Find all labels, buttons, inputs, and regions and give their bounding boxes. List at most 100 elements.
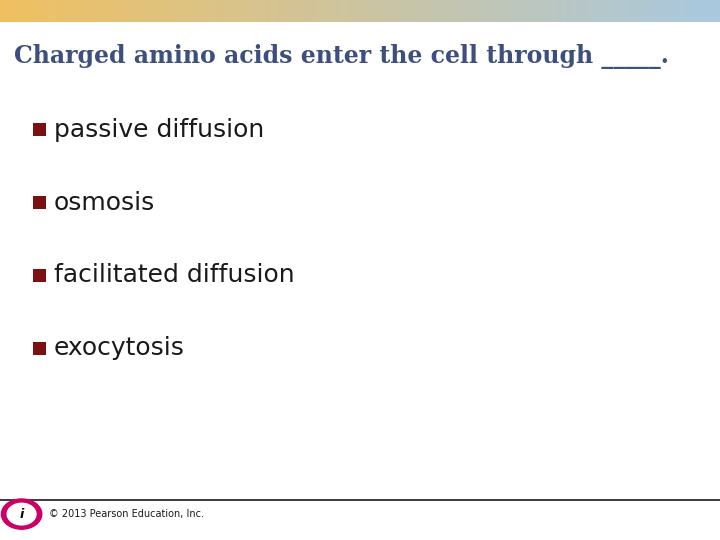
Bar bbox=[434, 0, 438, 22]
Bar bbox=[583, 0, 586, 22]
Bar bbox=[348, 0, 351, 22]
Text: Charged amino acids enter the cell through _____.: Charged amino acids enter the cell throu… bbox=[14, 44, 670, 69]
Bar bbox=[216, 0, 219, 22]
Bar bbox=[389, 0, 392, 22]
Bar bbox=[139, 0, 143, 22]
Bar bbox=[451, 0, 454, 22]
Bar bbox=[173, 0, 176, 22]
Bar bbox=[135, 0, 138, 22]
Bar bbox=[518, 0, 521, 22]
Bar bbox=[624, 0, 627, 22]
Bar bbox=[326, 0, 330, 22]
Bar bbox=[473, 0, 476, 22]
Bar bbox=[557, 0, 560, 22]
Bar bbox=[384, 0, 387, 22]
Bar bbox=[218, 0, 222, 22]
Bar bbox=[369, 0, 373, 22]
Bar bbox=[629, 0, 632, 22]
Bar bbox=[178, 0, 181, 22]
Bar bbox=[401, 0, 404, 22]
Bar bbox=[521, 0, 524, 22]
Bar bbox=[315, 0, 318, 22]
Bar bbox=[17, 0, 20, 22]
Bar bbox=[643, 0, 647, 22]
Bar bbox=[297, 0, 301, 22]
Bar bbox=[269, 0, 272, 22]
Bar bbox=[240, 0, 243, 22]
Bar bbox=[482, 0, 485, 22]
Bar bbox=[698, 0, 701, 22]
Bar bbox=[14, 0, 17, 22]
Bar bbox=[238, 0, 240, 22]
Bar bbox=[677, 0, 680, 22]
Bar bbox=[569, 0, 572, 22]
Bar bbox=[202, 0, 204, 22]
Bar bbox=[588, 0, 591, 22]
Bar bbox=[516, 0, 519, 22]
Bar bbox=[252, 0, 255, 22]
Bar bbox=[446, 0, 449, 22]
Bar bbox=[538, 0, 541, 22]
Bar bbox=[9, 0, 13, 22]
Bar bbox=[382, 0, 384, 22]
Bar bbox=[523, 0, 526, 22]
Bar bbox=[576, 0, 579, 22]
Bar bbox=[423, 0, 426, 22]
Bar bbox=[5, 0, 8, 22]
Bar bbox=[639, 0, 642, 22]
Bar bbox=[144, 0, 147, 22]
Bar bbox=[490, 0, 492, 22]
Bar bbox=[38, 0, 42, 22]
Bar bbox=[225, 0, 229, 22]
Bar bbox=[211, 0, 215, 22]
Bar bbox=[358, 0, 361, 22]
Bar bbox=[43, 0, 46, 22]
Bar bbox=[261, 0, 265, 22]
Bar bbox=[552, 0, 555, 22]
Bar bbox=[312, 0, 315, 22]
Bar bbox=[197, 0, 200, 22]
Bar bbox=[679, 0, 683, 22]
Bar bbox=[185, 0, 188, 22]
Bar bbox=[461, 0, 464, 22]
Bar bbox=[338, 0, 341, 22]
Bar bbox=[281, 0, 284, 22]
Bar bbox=[425, 0, 428, 22]
Bar bbox=[718, 0, 720, 22]
Bar bbox=[19, 0, 22, 22]
Bar bbox=[394, 0, 397, 22]
Bar bbox=[513, 0, 517, 22]
Bar bbox=[55, 0, 58, 22]
Bar bbox=[290, 0, 294, 22]
Bar bbox=[58, 0, 60, 22]
Bar bbox=[341, 0, 344, 22]
Bar bbox=[34, 0, 37, 22]
Bar bbox=[94, 0, 96, 22]
Bar bbox=[396, 0, 399, 22]
Text: osmosis: osmosis bbox=[54, 191, 156, 214]
Bar bbox=[24, 0, 27, 22]
Bar bbox=[346, 0, 348, 22]
Bar bbox=[266, 0, 269, 22]
Bar bbox=[204, 0, 207, 22]
Bar bbox=[259, 0, 262, 22]
Bar bbox=[207, 0, 210, 22]
Bar bbox=[374, 0, 377, 22]
Bar bbox=[29, 0, 32, 22]
Bar bbox=[279, 0, 282, 22]
Bar bbox=[665, 0, 668, 22]
Bar bbox=[274, 0, 276, 22]
Bar bbox=[72, 0, 75, 22]
Bar bbox=[115, 0, 118, 22]
Bar bbox=[33, 269, 46, 282]
Bar bbox=[662, 0, 665, 22]
Bar bbox=[271, 0, 274, 22]
Bar bbox=[398, 0, 402, 22]
Bar bbox=[175, 0, 179, 22]
Bar bbox=[542, 0, 546, 22]
Bar bbox=[233, 0, 236, 22]
Bar bbox=[228, 0, 231, 22]
Text: facilitated diffusion: facilitated diffusion bbox=[54, 264, 294, 287]
Bar bbox=[598, 0, 600, 22]
Bar bbox=[180, 0, 183, 22]
